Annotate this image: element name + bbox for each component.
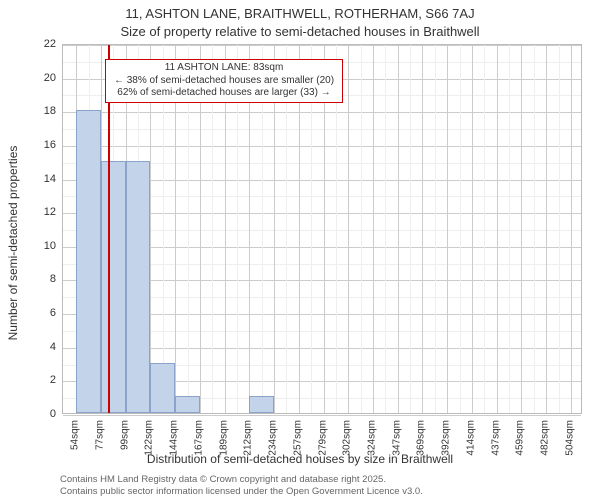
- x-tick-label: 302sqm: [342, 420, 353, 456]
- plot-area: 11 ASHTON LANE: 83sqm← 38% of semi-detac…: [62, 44, 582, 414]
- x-gridline-minor: [385, 45, 386, 413]
- x-tick-label: 212sqm: [243, 420, 254, 456]
- x-tick-label: 234sqm: [268, 420, 279, 456]
- y-tick-label: 10: [0, 240, 56, 252]
- x-tick-label: 392sqm: [441, 420, 452, 456]
- y-gridline: [63, 112, 581, 113]
- x-tick-label: 504sqm: [564, 420, 575, 456]
- x-gridline: [422, 45, 423, 413]
- x-gridline-minor: [559, 45, 560, 413]
- chart-title-address: 11, ASHTON LANE, BRAITHWELL, ROTHERHAM, …: [0, 6, 600, 21]
- y-tick-label: 22: [0, 38, 56, 50]
- x-gridline: [348, 45, 349, 413]
- x-gridline-minor: [534, 45, 535, 413]
- annotation-line-3: 62% of semi-detached houses are larger (…: [110, 87, 338, 100]
- x-tick-label: 459sqm: [515, 420, 526, 456]
- x-gridline: [546, 45, 547, 413]
- x-tick-label: 369sqm: [416, 420, 427, 456]
- x-gridline-minor: [460, 45, 461, 413]
- x-axis-label: Distribution of semi-detached houses by …: [0, 452, 600, 466]
- x-gridline: [497, 45, 498, 413]
- histogram-bar: [249, 396, 274, 413]
- footer-line-2: Contains public sector information licen…: [60, 486, 423, 498]
- chart-container: 11, ASHTON LANE, BRAITHWELL, ROTHERHAM, …: [0, 0, 600, 500]
- y-tick-label: 14: [0, 173, 56, 185]
- annotation-line-2: ← 38% of semi-detached houses are smalle…: [110, 75, 338, 88]
- x-tick-label: 77sqm: [94, 420, 105, 450]
- x-gridline: [472, 45, 473, 413]
- x-tick-label: 257sqm: [292, 420, 303, 456]
- x-gridline: [373, 45, 374, 413]
- y-tick-label: 6: [0, 307, 56, 319]
- histogram-bar: [150, 363, 175, 413]
- histogram-bar: [76, 110, 101, 413]
- y-gridline: [63, 415, 581, 416]
- x-tick-label: 437sqm: [490, 420, 501, 456]
- annotation-box: 11 ASHTON LANE: 83sqm← 38% of semi-detac…: [105, 59, 343, 103]
- x-tick-label: 324sqm: [367, 420, 378, 456]
- x-tick-label: 99sqm: [119, 420, 130, 450]
- y-gridline: [63, 45, 581, 46]
- y-tick-label: 2: [0, 374, 56, 386]
- y-gridline-minor: [63, 129, 581, 130]
- footer-line-1: Contains HM Land Registry data © Crown c…: [60, 474, 423, 486]
- y-tick-label: 12: [0, 206, 56, 218]
- x-tick-label: 122sqm: [144, 420, 155, 456]
- x-tick-label: 54sqm: [70, 420, 81, 450]
- x-gridline: [398, 45, 399, 413]
- x-tick-label: 279sqm: [317, 420, 328, 456]
- histogram-bar: [126, 161, 151, 413]
- x-gridline-minor: [435, 45, 436, 413]
- histogram-bar: [175, 396, 200, 413]
- chart-subtitle: Size of property relative to semi-detach…: [0, 24, 600, 39]
- y-gridline: [63, 146, 581, 147]
- x-gridline: [521, 45, 522, 413]
- y-tick-label: 20: [0, 72, 56, 84]
- annotation-line-1: 11 ASHTON LANE: 83sqm: [110, 62, 338, 75]
- x-gridline: [447, 45, 448, 413]
- x-gridline-minor: [410, 45, 411, 413]
- x-gridline-minor: [509, 45, 510, 413]
- y-tick-label: 4: [0, 341, 56, 353]
- x-gridline: [571, 45, 572, 413]
- y-tick-label: 8: [0, 273, 56, 285]
- x-tick-label: 144sqm: [169, 420, 180, 456]
- x-tick-label: 189sqm: [218, 420, 229, 456]
- y-tick-label: 16: [0, 139, 56, 151]
- x-gridline-minor: [484, 45, 485, 413]
- x-gridline-minor: [361, 45, 362, 413]
- x-tick-label: 482sqm: [540, 420, 551, 456]
- x-tick-label: 167sqm: [193, 420, 204, 456]
- attribution-footer: Contains HM Land Registry data © Crown c…: [60, 474, 423, 498]
- y-tick-label: 0: [0, 408, 56, 420]
- histogram-bar: [101, 161, 126, 413]
- x-tick-label: 414sqm: [465, 420, 476, 456]
- x-tick-label: 347sqm: [391, 420, 402, 456]
- y-tick-label: 18: [0, 105, 56, 117]
